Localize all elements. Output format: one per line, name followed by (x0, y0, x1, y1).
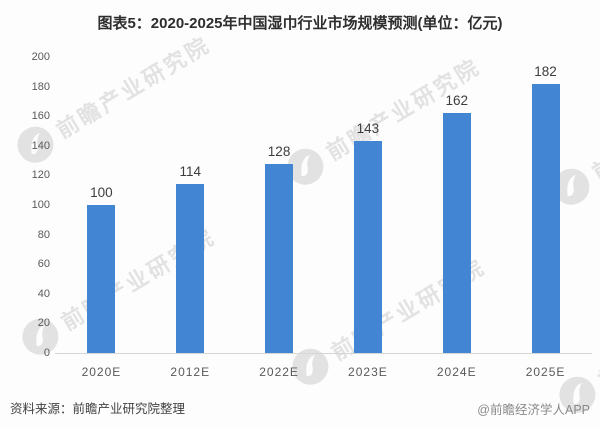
bar-value-label: 100 (90, 185, 113, 200)
bar-column: 143 2023E (323, 57, 412, 379)
y-tick-label: 160 (31, 110, 50, 123)
y-tick-label: 20 (37, 317, 50, 330)
watermark-text: 前瞻产业研究院 (594, 281, 600, 394)
bar-value-label: 162 (445, 93, 468, 109)
x-category-label: 2023E (348, 365, 388, 379)
x-category-label: 2020E (81, 365, 122, 379)
bar-value-label: 128 (267, 143, 291, 159)
y-tick-label: 120 (31, 169, 50, 182)
bar (353, 141, 382, 353)
y-tick-label: 100 (31, 199, 50, 211)
bar (87, 205, 116, 353)
bar-value-label: 182 (534, 63, 557, 79)
y-tick-label: 180 (31, 80, 50, 93)
y-tick-label: 0 (43, 347, 50, 359)
credit-note: @前瞻经济学人APP (477, 403, 590, 417)
bar-column: 128 2022E (235, 57, 324, 379)
plot-area: 100 2020E 114 2012E 128 2022E 143 2023E 162 2024E… (55, 57, 592, 379)
x-category-label: 2012E (170, 365, 211, 379)
bar-column: 100 2020E (57, 57, 146, 379)
bar-column: 162 2024E (412, 57, 501, 379)
y-axis: 0 20 40 60 80 100 120 140 160 180 200 (8, 51, 50, 359)
x-category-label: 2025E (525, 365, 566, 379)
chart-title: 图表5：2020-2025年中国湿巾行业市场规模预测(单位：亿元) (97, 15, 503, 32)
bar-value-label: 143 (356, 121, 380, 137)
y-tick-label: 200 (31, 51, 50, 63)
y-tick-label: 140 (31, 139, 50, 152)
y-tick-label: 60 (37, 258, 50, 271)
bar-column: 182 2025E (501, 57, 590, 379)
bar (442, 113, 471, 353)
bars-container: 100 2020E 114 2012E 128 2022E 143 2023E 162 2024E… (57, 57, 590, 379)
source-note: 资料来源：前瞻产业研究院整理 (10, 402, 186, 416)
y-tick-label: 40 (37, 287, 50, 300)
bar (176, 184, 205, 353)
y-tick-label: 80 (37, 228, 50, 241)
x-category-label: 2022E (259, 365, 299, 379)
bar-column: 114 2012E (146, 57, 235, 379)
x-category-label: 2024E (436, 365, 477, 379)
bar-value-label: 114 (179, 164, 201, 180)
bar (265, 163, 294, 353)
bar (531, 83, 560, 353)
x-axis-line (55, 353, 592, 354)
